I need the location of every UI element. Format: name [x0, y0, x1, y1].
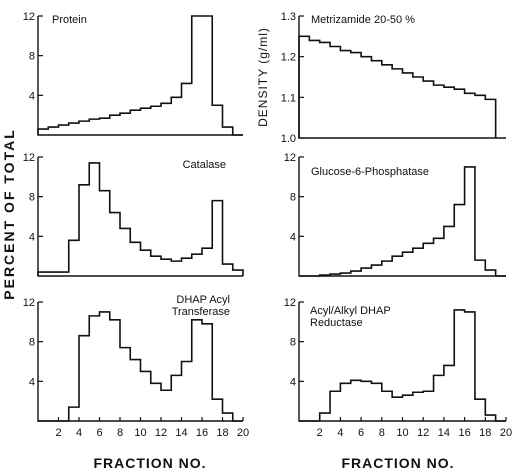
y-axis-title: PERCENT OF TOTAL — [1, 128, 17, 299]
y-tick-label: 12 — [23, 11, 35, 23]
y-tick-label: 4 — [290, 231, 296, 243]
y-tick-label: 4 — [29, 90, 35, 102]
series-line-protein — [37, 15, 243, 136]
x-tick-label: 4 — [76, 427, 82, 439]
y-tick-label: 1.0 — [281, 133, 296, 145]
y-tick-label: 12 — [284, 297, 296, 309]
y-tick-label: 1.3 — [281, 11, 296, 23]
series-line-glucose-6-phosphatase — [299, 166, 506, 277]
panel-density: 1.0 1.1 1.2 1.3 Metrizamide 20-50 % DENSITY (… — [256, 11, 506, 145]
y-tick-label: 12 — [23, 297, 35, 309]
y-tick-label: 1.2 — [281, 52, 296, 64]
x-tick-label: 10 — [396, 427, 408, 439]
y-tick-label: 12 — [284, 152, 296, 164]
y-tick-label: 4 — [290, 376, 296, 388]
density-axis-label: DENSITY (g/ml) — [256, 27, 270, 127]
y-tick-label: 4 — [29, 231, 35, 243]
panel-glucose-6-phosphatase: 4 8 12 Glucose-6-Phosphatase — [284, 152, 506, 277]
y-tick-label: 8 — [29, 337, 35, 349]
x-tick-label: 8 — [379, 427, 385, 439]
x-tick-label: 12 — [417, 427, 429, 439]
x-tick-label: 16 — [458, 427, 470, 439]
panel-title: DHAP Acyl — [176, 294, 230, 306]
panel-protein: 4 8 12 Protein — [23, 11, 243, 136]
panel-title: Metrizamide 20-50 % — [311, 14, 415, 26]
x-tick-label: 18 — [479, 427, 491, 439]
x-tick-label: 20 — [500, 427, 512, 439]
series-line-catalase — [37, 162, 244, 276]
x-tick-label: 10 — [134, 427, 146, 439]
panel-title: Protein — [52, 14, 87, 26]
x-axis-title-right: FRACTION NO. — [341, 455, 454, 471]
series-line-density — [298, 35, 497, 138]
x-tick-label: 14 — [438, 427, 450, 439]
panel-title: Transferase — [172, 306, 230, 318]
x-tick-label: 6 — [96, 427, 102, 439]
panel-title: Reductase — [310, 317, 363, 329]
y-tick-label: 12 — [23, 152, 35, 164]
y-tick-label: 8 — [290, 337, 296, 349]
x-tick-label: 8 — [117, 427, 123, 439]
series-line-acyl-alkyl-dhap-reductase — [299, 309, 506, 422]
y-tick-label: 8 — [29, 192, 35, 204]
y-tick-label: 8 — [290, 192, 296, 204]
x-tick-label: 2 — [55, 427, 61, 439]
x-tick-label: 20 — [237, 427, 249, 439]
panel-title: Acyl/Alkyl DHAP — [310, 305, 391, 317]
series-line-dhap-acyl-transferase — [38, 311, 243, 422]
x-tick-label: 16 — [196, 427, 208, 439]
x-tick-label: 18 — [216, 427, 228, 439]
x-tick-label: 4 — [337, 427, 343, 439]
axis-density — [298, 16, 506, 139]
x-tick-label: 14 — [175, 427, 187, 439]
panel-catalase: 4 8 12 Catalase — [23, 152, 244, 277]
x-tick-label: 6 — [358, 427, 364, 439]
x-axis-title-left: FRACTION NO. — [93, 455, 206, 471]
panel-acyl-alkyl-dhap-reductase: 4 8 12 2 4 6 8 10 12 14 16 18 20 Acyl/Alkyl DHAPReduc… — [284, 297, 512, 439]
y-tick-label: 8 — [29, 51, 35, 63]
x-tick-label: 12 — [155, 427, 167, 439]
y-tick-label: 4 — [29, 376, 35, 388]
panel-title: Catalase — [183, 159, 226, 171]
x-tick-label: 2 — [317, 427, 323, 439]
y-tick-label: 1.1 — [281, 92, 296, 104]
panel-title: Glucose-6-Phosphatase — [311, 166, 429, 178]
